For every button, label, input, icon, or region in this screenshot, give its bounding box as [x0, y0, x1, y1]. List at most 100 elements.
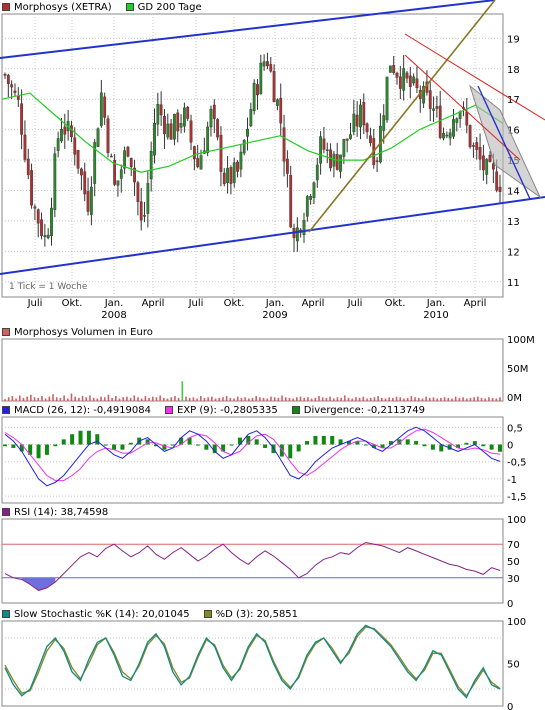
volume-y-tick-label: 50M	[507, 364, 528, 375]
candle-body	[63, 126, 67, 135]
exp-label: EXP (9): -0,2805335	[177, 404, 278, 416]
divergence-bar	[70, 434, 75, 445]
volume-bar	[355, 397, 357, 401]
price-x-tick-label: Juli	[27, 298, 43, 309]
candle-body	[149, 151, 153, 180]
candle-body	[46, 234, 50, 239]
exp-legend-item: EXP (9): -0,2805335	[165, 405, 278, 416]
divergence-bar	[414, 441, 419, 445]
volume-bar	[203, 397, 206, 401]
candle-body	[491, 163, 495, 170]
candle-body	[256, 84, 259, 96]
divergence-bar	[229, 444, 234, 446]
volume-bar	[89, 395, 91, 401]
volume-bar	[303, 397, 306, 401]
volume-bar	[78, 397, 80, 401]
volume-bar	[66, 398, 69, 401]
candle-body	[259, 62, 263, 95]
stoch-d-label: %D (3): 20,5851	[215, 608, 299, 620]
volume-bar	[266, 398, 269, 401]
candle-body	[236, 161, 239, 172]
volume-bar	[85, 397, 88, 401]
divergence-bar	[263, 444, 268, 448]
divergence-bar	[372, 444, 377, 448]
candle-body	[262, 61, 266, 67]
volume-bar	[380, 397, 383, 401]
candle-body	[485, 159, 489, 175]
volume-bar	[454, 396, 457, 401]
candle-body	[412, 76, 416, 84]
volume-bar	[369, 397, 372, 401]
candle-body	[169, 123, 173, 140]
price-x-tick-label: April	[464, 298, 487, 309]
volume-bar	[192, 397, 195, 401]
candle-body	[232, 162, 236, 183]
volume-bar	[44, 398, 47, 401]
divergence-bar	[204, 444, 209, 450]
candle-body	[43, 235, 47, 237]
candle-body	[295, 227, 299, 242]
volume-bar	[373, 397, 376, 401]
candle-body	[452, 119, 455, 137]
volume-bar	[207, 397, 209, 401]
divergence-bar	[481, 444, 486, 447]
volume-bar	[499, 397, 501, 401]
volume-bar	[133, 395, 136, 401]
candle-body	[30, 170, 33, 206]
divergence-bar	[338, 439, 343, 445]
volume-bar	[107, 394, 110, 401]
candle-body	[249, 109, 253, 126]
divergence-bar	[212, 444, 217, 454]
stoch-legend: Slow Stochastic %K (14): 20,01045 %D (3)…	[2, 608, 312, 620]
divergence-swatch	[291, 406, 300, 414]
volume-bar	[399, 397, 402, 401]
divergence-bar	[187, 437, 192, 445]
candle-body	[395, 72, 399, 78]
volume-bar	[484, 398, 487, 401]
rsi-label: RSI (14): 38,74598	[14, 506, 109, 518]
macd-y-tick-label: 0	[507, 441, 513, 452]
volume-bar	[214, 398, 217, 401]
volume-bar	[4, 399, 6, 401]
volume-bar	[351, 398, 354, 401]
rsi-panel-frame	[1, 518, 504, 604]
rsi-y-tick-label: 50	[507, 557, 520, 568]
volume-label: Morphosys Volumen in Euro	[14, 326, 153, 338]
price-x-tick-label: Jan.	[104, 298, 124, 309]
volume-bar	[480, 397, 483, 401]
volume-bar	[491, 397, 494, 401]
divergence-bar	[237, 437, 242, 445]
candle-body	[119, 169, 123, 179]
volume-bar	[170, 397, 173, 401]
volume-bar	[7, 397, 10, 401]
volume-bar	[163, 397, 165, 401]
candle-body	[113, 159, 117, 185]
volume-bar	[144, 396, 147, 401]
macd-y-tick-label: -0,5	[507, 458, 527, 469]
candle-body	[481, 155, 485, 171]
ma-legend-item: GD 200 Tage	[125, 2, 202, 13]
macd-y-tick-label: -1	[507, 475, 517, 486]
volume-bar	[336, 397, 339, 401]
macd-y-tick-label: 0,5	[507, 423, 523, 434]
wedge-shading	[469, 84, 542, 199]
candle-body	[133, 167, 136, 183]
stoch-panel-frame	[1, 620, 504, 707]
rsi-y-tick-label: 30	[507, 574, 520, 585]
rsi-y-tick-label: 0	[507, 599, 513, 610]
volume-bar	[18, 395, 21, 401]
volume-bar	[377, 396, 379, 401]
stoch-y-tick-label: 50	[507, 660, 520, 671]
candle-body	[179, 123, 183, 128]
price-x-tick-label: Juli	[188, 298, 204, 309]
candle-body	[222, 172, 226, 185]
rsi-y-tick-label: 100	[507, 515, 526, 526]
divergence-bar	[279, 444, 284, 457]
volume-bar	[225, 396, 228, 401]
volume-bar	[70, 393, 73, 401]
volume-bar	[344, 395, 346, 401]
volume-bar	[37, 397, 40, 401]
candle-body	[186, 106, 190, 119]
divergence-bar	[498, 444, 502, 452]
divergence-bar	[456, 444, 461, 448]
